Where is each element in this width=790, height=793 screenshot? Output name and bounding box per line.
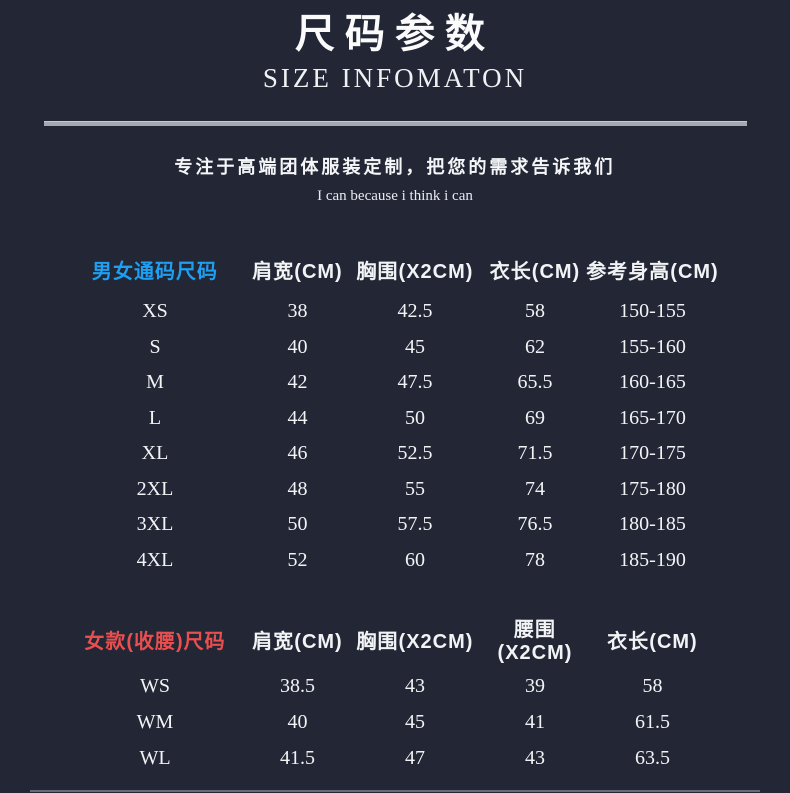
column-header-length: 衣长(CM) (489, 260, 581, 283)
table-row: M 42 47.5 65.5 160-165 (60, 365, 790, 401)
size-label: XS (142, 300, 168, 323)
table-row: WM 40 45 41 61.5 (60, 704, 790, 740)
cell-value: 58 (642, 674, 663, 697)
women-table-title: 女款(收腰)尺码 (84, 630, 226, 653)
cell-value: 42.5 (397, 300, 433, 323)
column-header-length: 衣长(CM) (607, 630, 698, 653)
table-row: XL 46 52.5 71.5 170-175 (60, 436, 790, 472)
size-label: M (146, 371, 164, 394)
cell-value: 160-165 (619, 371, 686, 394)
unisex-table-body: XS 38 42.5 58 150-155 S 40 45 62 155-160… (60, 294, 790, 578)
cell-value: 38 (287, 300, 308, 323)
cell-value: 175-180 (619, 477, 686, 500)
size-label: WM (136, 710, 174, 733)
page-header: 尺码参数 SIZE INFOMATON (0, 0, 790, 94)
cell-value: 50 (287, 513, 308, 536)
cell-value: 55 (405, 477, 425, 500)
cell-value: 52 (287, 548, 308, 571)
unisex-table-header-row: 男女通码尺码 肩宽(CM) 胸围(X2CM) 衣长(CM) 参考身高(CM) (60, 254, 790, 284)
cell-value: 47 (405, 746, 425, 769)
cell-value: 43 (405, 674, 425, 697)
table-row: XS 38 42.5 58 150-155 (60, 294, 790, 330)
cell-value: 45 (405, 710, 425, 733)
cell-value: 74 (525, 477, 545, 500)
page-title-english: SIZE INFOMATON (262, 63, 528, 93)
cell-value: 39 (525, 674, 545, 697)
cell-value: 44 (287, 406, 308, 429)
cell-value: 76.5 (517, 513, 553, 536)
cell-value: 38.5 (280, 674, 315, 697)
table-row: 3XL 50 57.5 76.5 180-185 (60, 507, 790, 543)
column-header-chest: 胸围(X2CM) (356, 260, 474, 283)
unisex-size-table: 男女通码尺码 肩宽(CM) 胸围(X2CM) 衣长(CM) 参考身高(CM) X… (60, 254, 790, 578)
cell-value: 60 (405, 548, 425, 571)
cell-value: 63.5 (635, 746, 670, 769)
cell-value: 69 (525, 406, 545, 429)
women-table-body: WS 38.5 43 39 58 WM 40 45 41 61.5 WL 41.… (60, 668, 790, 776)
cell-value: 57.5 (397, 513, 433, 536)
column-header-height: 参考身高(CM) (586, 260, 719, 283)
cell-value: 61.5 (635, 710, 670, 733)
size-label: 4XL (136, 548, 174, 571)
cell-value: 65.5 (517, 371, 553, 394)
cell-value: 71.5 (517, 442, 553, 465)
cell-value: 40 (287, 710, 308, 733)
cell-value: 40 (287, 335, 308, 358)
cell-value: 185-190 (619, 548, 686, 571)
cell-value: 43 (525, 746, 545, 769)
size-label: L (148, 406, 162, 429)
horizontal-divider (43, 121, 747, 126)
table-row: 4XL 52 60 78 185-190 (60, 543, 790, 579)
tagline-text: 专注于高端团体服装定制，把您的需求告诉我们 (174, 157, 616, 177)
cell-value: 46 (287, 442, 308, 465)
table-row: WS 38.5 43 39 58 (60, 668, 790, 704)
column-header-chest: 胸围(X2CM) (356, 630, 474, 653)
size-label: XL (141, 442, 169, 465)
size-label: WL (139, 746, 171, 769)
cell-value: 42 (287, 371, 308, 394)
cell-value: 41.5 (280, 746, 315, 769)
unisex-table-title: 男女通码尺码 (92, 260, 218, 283)
size-label: 3XL (136, 513, 174, 536)
cell-value: 165-170 (619, 406, 686, 429)
cell-value: 50 (405, 406, 425, 429)
table-row: WL 41.5 47 43 63.5 (60, 740, 790, 776)
size-tables: 男女通码尺码 肩宽(CM) 胸围(X2CM) 衣长(CM) 参考身高(CM) X… (0, 254, 790, 776)
cell-value: 47.5 (397, 371, 433, 394)
cell-value: 78 (525, 548, 545, 571)
cell-value: 180-185 (619, 513, 686, 536)
table-row: L 44 50 69 165-170 (60, 401, 790, 437)
cell-value: 62 (525, 335, 545, 358)
column-header-waist: 腰围 (X2CM) (497, 619, 573, 664)
cell-value: 41 (525, 710, 545, 733)
column-header-shoulder: 肩宽(CM) (252, 260, 343, 283)
column-header-shoulder: 肩宽(CM) (252, 630, 343, 653)
cell-value: 58 (525, 300, 545, 323)
cell-value: 48 (287, 477, 308, 500)
women-table-header-row: 女款(收腰)尺码 肩宽(CM) 胸围(X2CM) 腰围 (X2CM) 衣长(CM… (60, 619, 790, 664)
cell-value: 45 (405, 335, 425, 358)
cell-value: 52.5 (397, 442, 433, 465)
cell-value: 150-155 (619, 300, 686, 323)
size-label: 2XL (136, 477, 174, 500)
table-row: S 40 45 62 155-160 (60, 330, 790, 366)
size-label: WS (140, 674, 170, 697)
cell-value: 170-175 (619, 442, 686, 465)
size-label: S (149, 335, 161, 358)
page-title-chinese: 尺码参数 (295, 10, 495, 57)
slogan-text: I can because i think i can (317, 188, 473, 204)
women-size-table: 女款(收腰)尺码 肩宽(CM) 胸围(X2CM) 腰围 (X2CM) 衣长(CM… (60, 619, 790, 776)
bottom-divider (30, 790, 760, 792)
cell-value: 155-160 (619, 335, 686, 358)
table-row: 2XL 48 55 74 175-180 (60, 472, 790, 508)
